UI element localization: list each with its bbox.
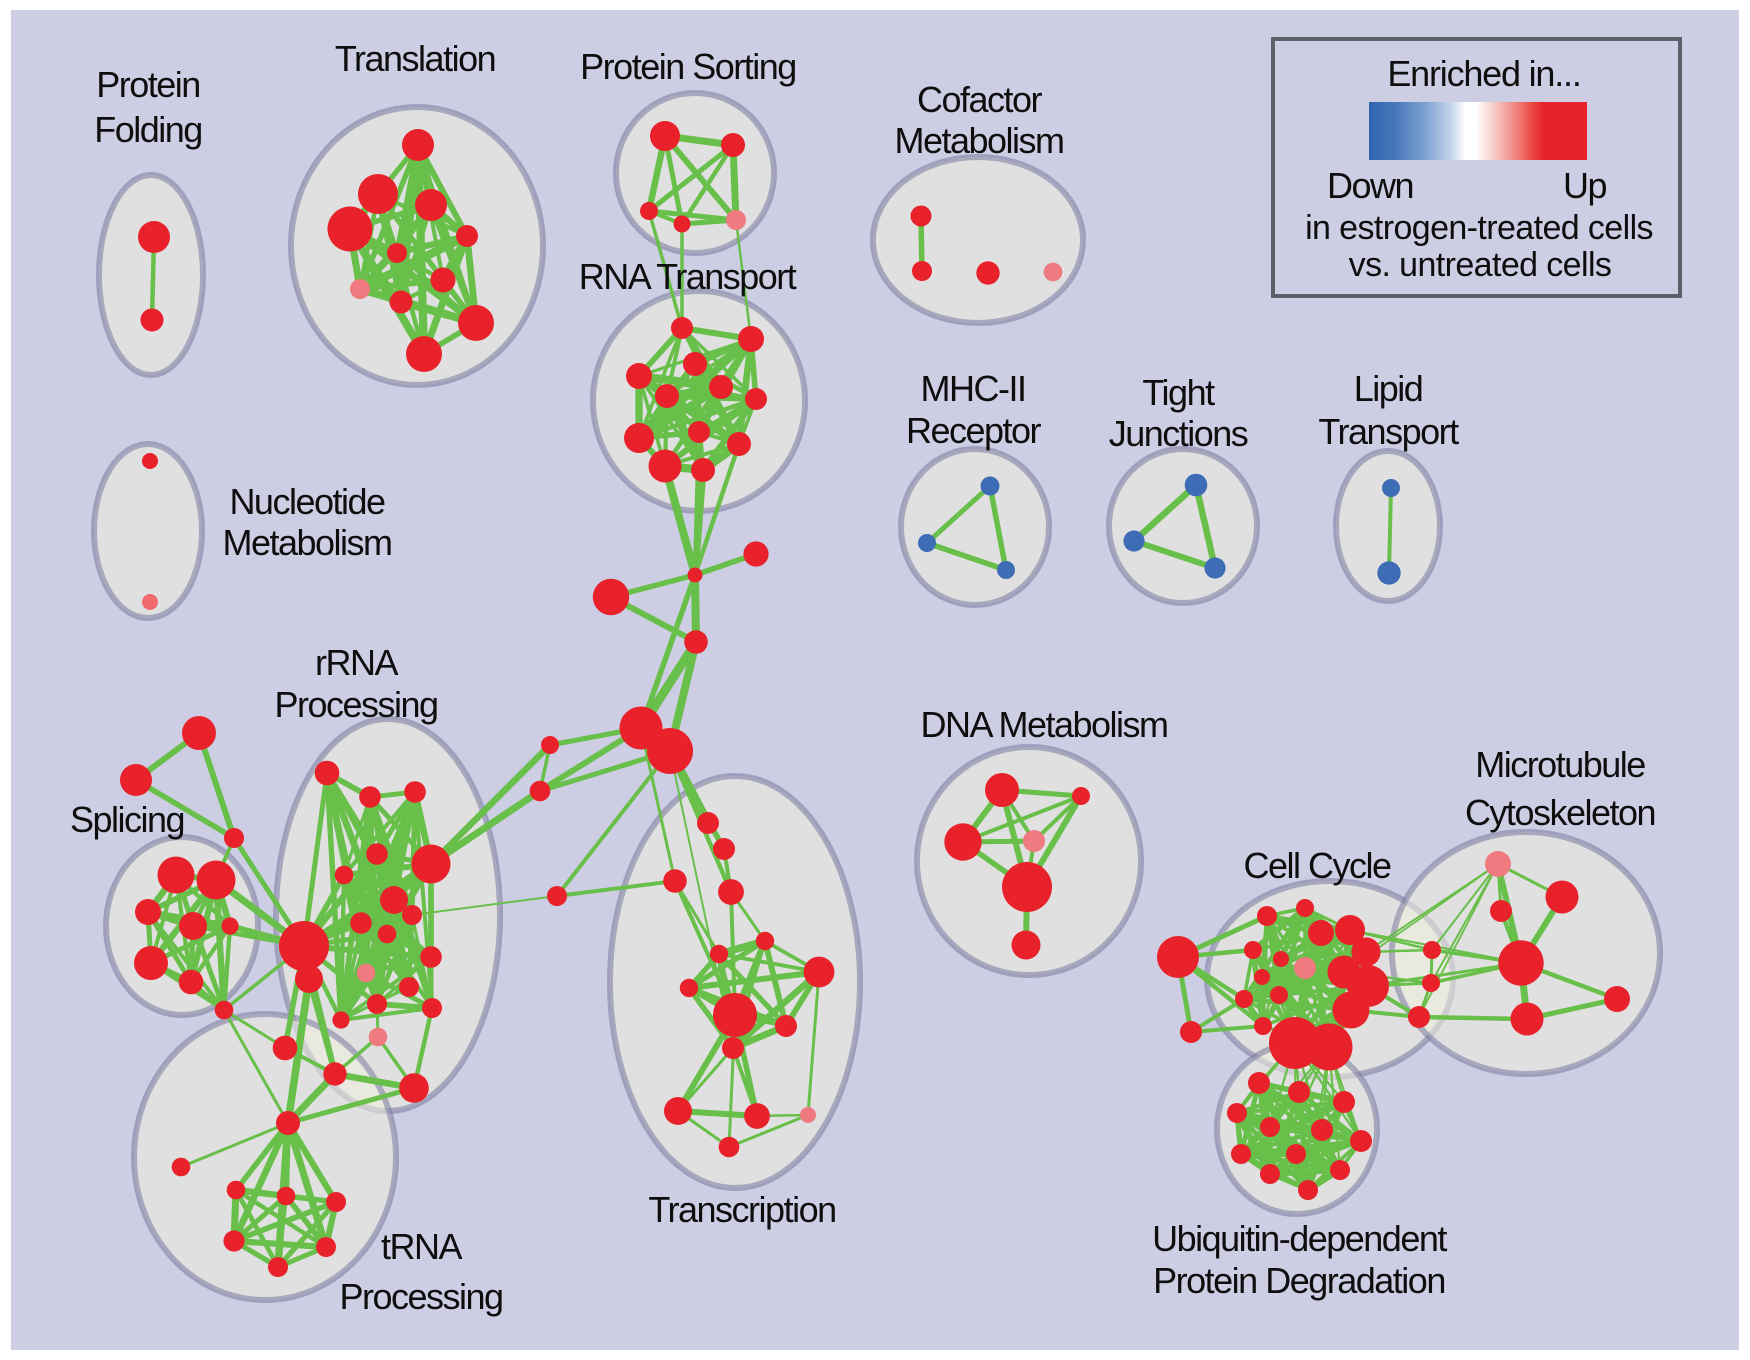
- svg-text:Enriched in...: Enriched in...: [1387, 53, 1580, 94]
- svg-text:Protein: Protein: [96, 64, 200, 105]
- svg-text:Lipid: Lipid: [1354, 368, 1423, 409]
- svg-text:Ubiquitin-dependent: Ubiquitin-dependent: [1152, 1218, 1447, 1259]
- svg-text:Receptor: Receptor: [906, 410, 1042, 451]
- svg-text:Cell Cycle: Cell Cycle: [1243, 845, 1391, 886]
- svg-text:Processing: Processing: [339, 1276, 502, 1317]
- svg-text:Metabolism: Metabolism: [222, 522, 391, 563]
- svg-text:MHC-II: MHC-II: [921, 368, 1026, 409]
- svg-text:Microtubule: Microtubule: [1475, 744, 1645, 785]
- svg-text:in estrogen-treated cells: in estrogen-treated cells: [1305, 209, 1653, 247]
- svg-text:Folding: Folding: [94, 109, 202, 150]
- svg-text:Processing: Processing: [274, 684, 437, 725]
- svg-text:DNA Metabolism: DNA Metabolism: [920, 704, 1167, 745]
- svg-text:Nucleotide: Nucleotide: [229, 481, 385, 522]
- svg-text:Metabolism: Metabolism: [894, 120, 1063, 161]
- svg-text:Down: Down: [1327, 165, 1413, 206]
- svg-text:rRNA: rRNA: [315, 642, 398, 683]
- svg-text:Protein Sorting: Protein Sorting: [580, 46, 796, 87]
- svg-text:Up: Up: [1563, 165, 1606, 206]
- svg-text:tRNA: tRNA: [381, 1226, 462, 1267]
- svg-text:Transport: Transport: [1318, 411, 1459, 452]
- svg-text:RNA Transport: RNA Transport: [579, 256, 797, 297]
- svg-text:Translation: Translation: [335, 38, 495, 79]
- svg-text:Cofactor: Cofactor: [917, 79, 1043, 120]
- svg-text:vs. untreated cells: vs. untreated cells: [1349, 246, 1612, 284]
- svg-text:Cytoskeleton: Cytoskeleton: [1465, 792, 1655, 833]
- svg-text:Protein Degradation: Protein Degradation: [1153, 1260, 1445, 1301]
- svg-text:Junctions: Junctions: [1109, 413, 1248, 454]
- svg-text:Splicing: Splicing: [70, 799, 184, 840]
- svg-text:Transcription: Transcription: [648, 1189, 835, 1230]
- svg-text:Tight: Tight: [1142, 372, 1215, 413]
